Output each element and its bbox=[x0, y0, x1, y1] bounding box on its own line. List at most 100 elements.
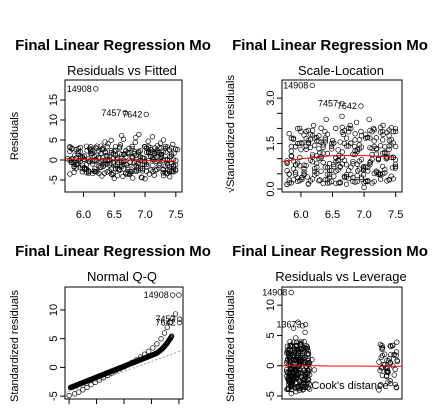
data-point bbox=[298, 146, 304, 153]
data-point bbox=[97, 164, 103, 171]
data-point bbox=[291, 366, 297, 373]
data-point bbox=[347, 122, 353, 129]
data-point bbox=[307, 372, 313, 378]
data-point bbox=[301, 355, 307, 362]
outlier-point bbox=[309, 82, 315, 89]
data-point bbox=[158, 336, 164, 342]
data-point bbox=[68, 159, 74, 166]
y-tick-label: 10 bbox=[265, 299, 277, 311]
data-point bbox=[297, 386, 304, 392]
data-point bbox=[172, 311, 179, 317]
data-point bbox=[290, 325, 297, 331]
data-point bbox=[148, 147, 154, 153]
data-point bbox=[383, 368, 390, 374]
data-point bbox=[283, 360, 290, 366]
data-point bbox=[354, 178, 360, 185]
data-point bbox=[288, 390, 294, 397]
data-point bbox=[110, 160, 117, 166]
data-point bbox=[382, 144, 388, 150]
data-point bbox=[297, 342, 304, 348]
data-point bbox=[145, 138, 151, 144]
data-point bbox=[79, 169, 86, 175]
data-point bbox=[301, 171, 307, 177]
data-point bbox=[348, 140, 354, 146]
data-point bbox=[170, 141, 176, 148]
x-tick-label: 6.0 bbox=[76, 209, 91, 221]
data-point bbox=[163, 149, 169, 155]
data-point bbox=[329, 140, 335, 147]
data-point bbox=[284, 347, 290, 353]
x-tick-label: 7.0 bbox=[356, 209, 371, 221]
data-point bbox=[72, 152, 78, 158]
y-tick-label: 10 bbox=[48, 304, 60, 316]
cooks-distance-annotation: Cook's distance bbox=[311, 380, 388, 392]
data-point bbox=[286, 131, 292, 137]
data-point bbox=[318, 168, 324, 174]
data-point bbox=[358, 128, 364, 135]
data-point bbox=[302, 329, 308, 336]
plot-title: Normal Q-Q bbox=[87, 269, 157, 284]
y-tick-label: 0 bbox=[265, 363, 277, 369]
data-point bbox=[364, 134, 370, 141]
data-point bbox=[380, 137, 386, 143]
outlier-label: 7457 bbox=[156, 314, 176, 324]
data-point bbox=[329, 143, 335, 150]
main-title: Final Linear Regression Mo bbox=[15, 243, 211, 260]
outlier-label: 7457 bbox=[101, 108, 121, 118]
plot-title: Residuals vs Fitted bbox=[67, 63, 177, 78]
data-point bbox=[367, 159, 374, 165]
data-point bbox=[123, 162, 130, 168]
data-point bbox=[119, 132, 125, 139]
data-point bbox=[117, 142, 124, 148]
data-point bbox=[105, 140, 111, 147]
data-point bbox=[286, 177, 292, 183]
data-point bbox=[71, 169, 77, 176]
data-point bbox=[134, 165, 140, 171]
outlier-label: 7642 bbox=[122, 109, 142, 119]
data-point bbox=[301, 169, 307, 175]
y-axis-label: Residuals bbox=[9, 111, 21, 160]
data-point bbox=[102, 139, 108, 145]
data-point bbox=[100, 163, 106, 170]
data-point bbox=[146, 150, 152, 156]
data-point bbox=[350, 158, 356, 165]
data-point bbox=[290, 158, 297, 164]
data-point bbox=[285, 385, 292, 391]
data-point bbox=[296, 363, 302, 370]
data-point bbox=[104, 372, 111, 379]
data-point bbox=[176, 292, 182, 298]
x-tick-label: 6.5 bbox=[107, 209, 122, 221]
data-point bbox=[393, 352, 399, 358]
data-point bbox=[304, 344, 311, 350]
data-point bbox=[354, 172, 360, 179]
y-tick-label: 10 bbox=[48, 114, 60, 126]
data-point bbox=[125, 164, 131, 171]
data-point bbox=[320, 150, 326, 156]
data-point bbox=[73, 165, 79, 171]
outlier-point bbox=[170, 292, 176, 298]
data-point bbox=[324, 165, 331, 171]
data-point bbox=[356, 142, 362, 148]
data-point bbox=[370, 125, 377, 132]
data-point bbox=[143, 168, 150, 175]
data-point bbox=[322, 135, 328, 141]
data-point bbox=[104, 144, 110, 150]
data-point bbox=[99, 173, 105, 179]
data-point bbox=[343, 174, 350, 180]
data-point bbox=[148, 144, 154, 151]
x-tick-label: 7.5 bbox=[168, 209, 183, 221]
data-point bbox=[387, 378, 393, 384]
data-point bbox=[136, 149, 142, 156]
data-point bbox=[133, 357, 139, 363]
data-point bbox=[318, 155, 324, 161]
data-point bbox=[160, 166, 166, 172]
data-point bbox=[286, 180, 292, 186]
data-point bbox=[161, 330, 168, 336]
data-point bbox=[340, 131, 346, 138]
data-point bbox=[358, 176, 365, 182]
data-point bbox=[393, 143, 399, 150]
smoother-line bbox=[282, 365, 402, 367]
data-point bbox=[66, 392, 72, 399]
